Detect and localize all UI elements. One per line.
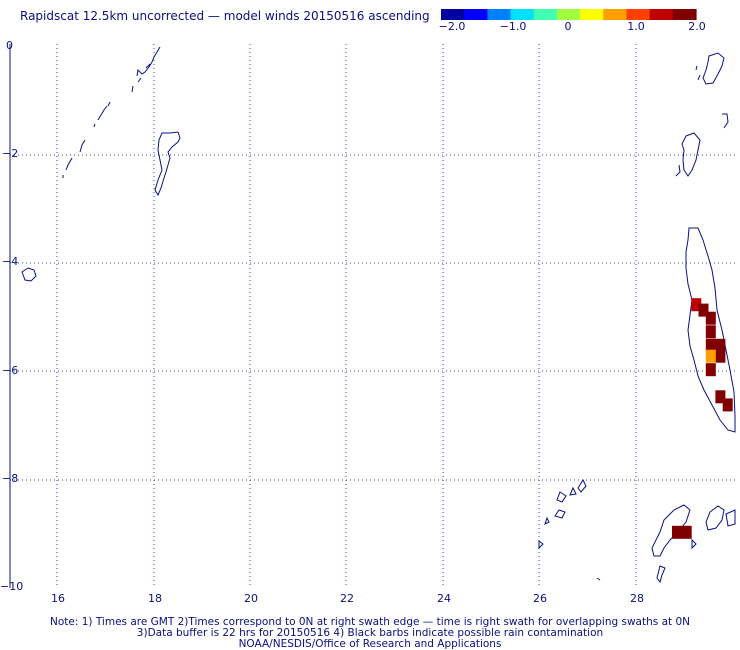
x-tick-label: 16	[51, 592, 65, 605]
color-scale-swatch	[649, 9, 674, 20]
coastline	[691, 538, 697, 550]
data-cell	[691, 298, 702, 312]
coastline	[21, 267, 37, 282]
coastline	[569, 478, 587, 496]
data-cell	[715, 338, 726, 352]
data-cell	[705, 349, 716, 363]
data-cell	[705, 311, 716, 325]
data-cell	[681, 525, 692, 539]
color-scale-swatch	[603, 9, 628, 20]
data-cell	[715, 390, 726, 404]
coastline	[651, 504, 691, 557]
coastline	[685, 227, 736, 433]
data-cells	[672, 298, 733, 539]
color-scale-swatch	[626, 9, 651, 20]
data-cell	[672, 525, 682, 539]
coastline	[554, 491, 567, 519]
y-tick-label: 0	[6, 39, 13, 52]
coastline	[656, 565, 666, 584]
data-cell	[698, 303, 709, 317]
data-cell	[715, 349, 726, 363]
coastline	[675, 164, 681, 177]
color-scale-swatch	[672, 9, 697, 20]
color-scale-swatch	[533, 9, 558, 20]
coastline	[705, 505, 736, 531]
coastline	[702, 52, 725, 85]
color-scale-swatch	[580, 9, 604, 20]
map-grid	[10, 44, 735, 588]
x-tick-label: 22	[340, 592, 354, 605]
color-scale-label: 0	[564, 20, 572, 33]
color-scale-swatch	[487, 9, 512, 20]
coastline-outlines	[21, 46, 736, 584]
coastline	[596, 577, 601, 581]
coastline	[62, 123, 96, 178]
coastline	[154, 131, 181, 197]
color-scale-label: 1.0	[627, 20, 645, 33]
color-scale-swatch	[556, 9, 581, 20]
coastline	[722, 113, 729, 129]
coastline	[695, 65, 701, 81]
color-scale-swatch	[464, 9, 488, 20]
coastline	[97, 101, 111, 121]
data-cell	[705, 338, 716, 352]
y-tick-label: −2	[2, 147, 19, 160]
coastline	[131, 63, 151, 93]
x-tick-label: 26	[533, 592, 547, 605]
x-tick-label: 24	[437, 592, 451, 605]
color-scale-label: −1.0	[499, 20, 527, 33]
y-tick-label: −10	[0, 580, 24, 593]
color-scale-label: 2.0	[688, 20, 706, 33]
footer-credit: NOAA/NESDIS/Office of Research and Appli…	[238, 638, 502, 650]
x-tick-label: 28	[630, 592, 644, 605]
color-scale-swatch	[510, 9, 535, 20]
data-cell	[705, 325, 716, 339]
x-tick-label: 18	[148, 592, 162, 605]
coastline	[681, 132, 701, 177]
x-tick-label: 20	[244, 592, 258, 605]
coastline	[136, 46, 161, 77]
color-scale-label: −2.0	[438, 20, 466, 33]
y-tick-label: −4	[2, 255, 19, 268]
y-tick-label: −6	[2, 364, 19, 377]
y-tick-label: −8	[2, 472, 19, 485]
map-title: Rapidscat 12.5km uncorrected — model win…	[20, 9, 430, 23]
data-cell	[705, 363, 716, 377]
footer-note-1: Note: 1) Times are GMT 2)Times correspon…	[49, 616, 690, 628]
coastline	[538, 516, 550, 550]
color-scale-bar	[441, 9, 697, 20]
data-cell	[722, 398, 733, 412]
footer-note-2: 3)Data buffer is 22 hrs for 20150516 4) …	[136, 627, 604, 639]
color-scale-swatch	[441, 9, 465, 20]
